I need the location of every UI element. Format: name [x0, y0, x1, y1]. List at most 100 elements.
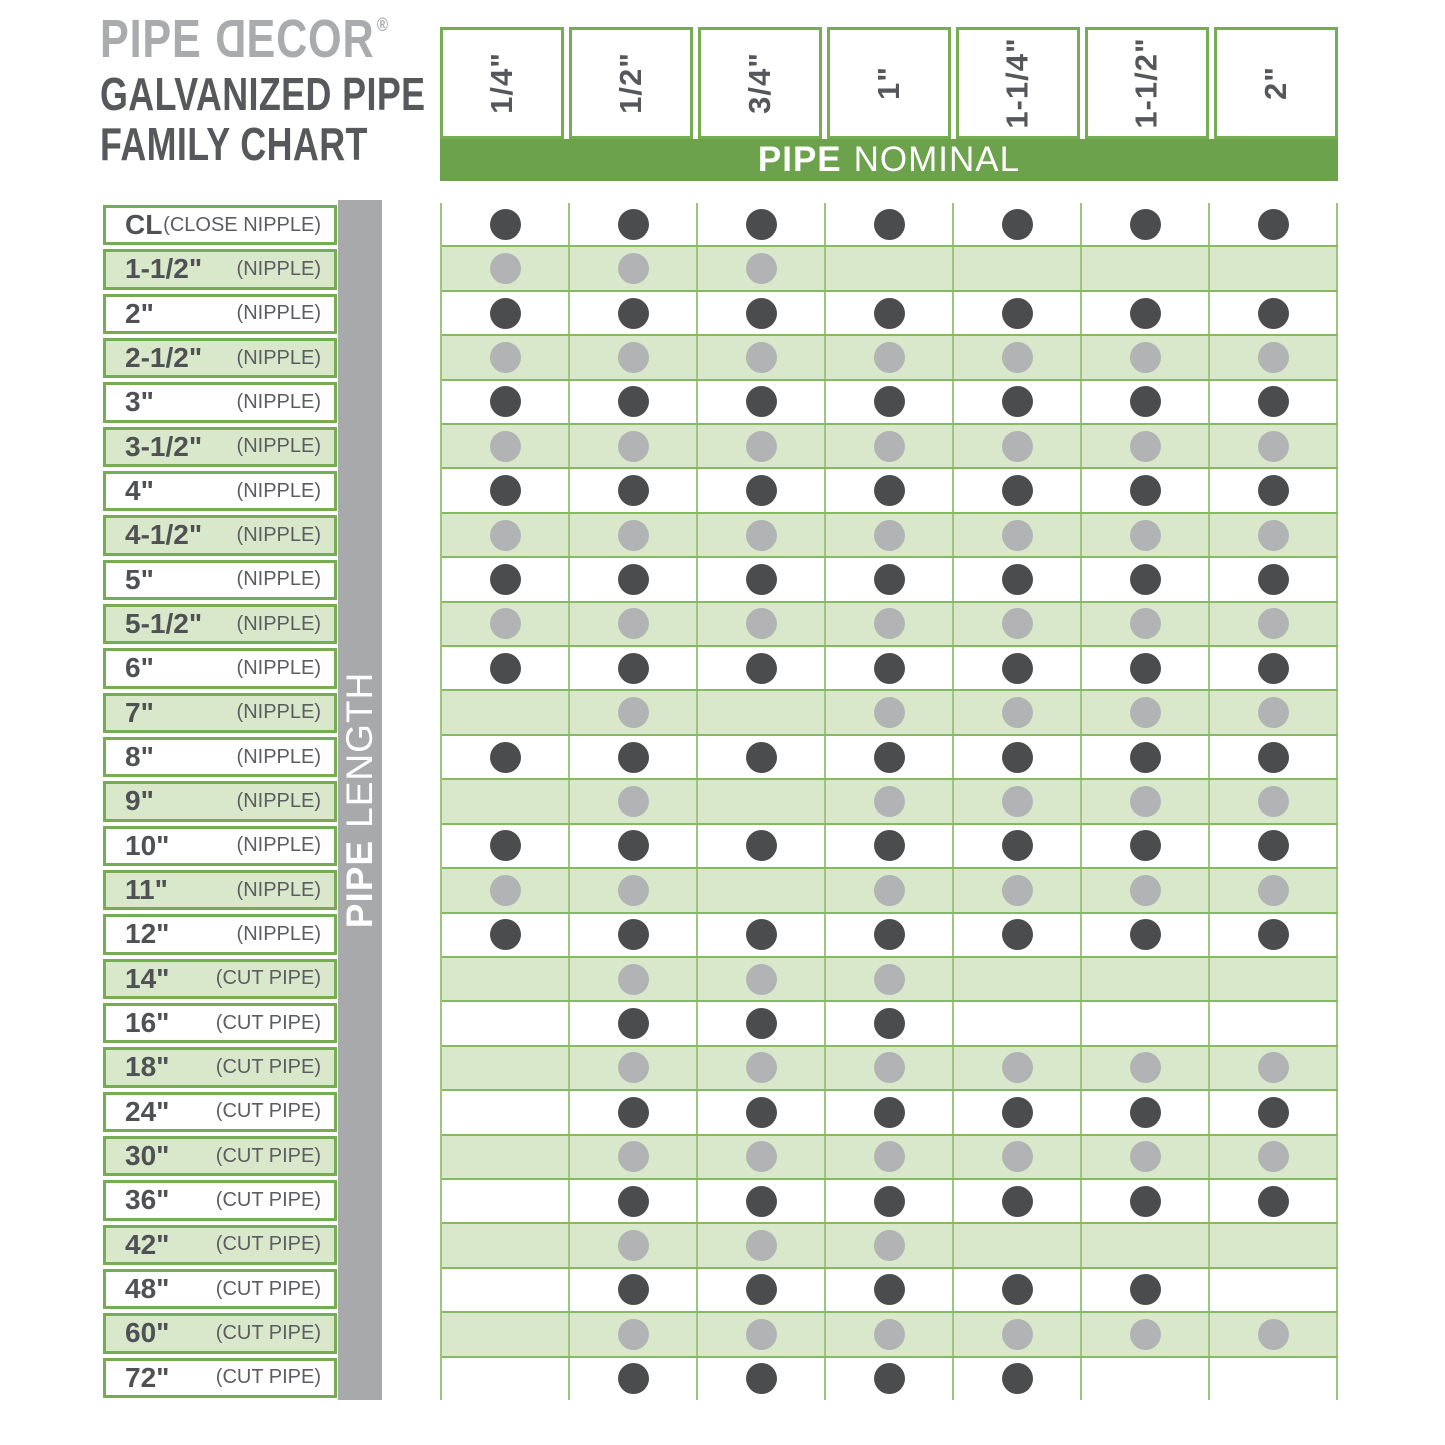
matrix-cell-25-1 [442, 1268, 570, 1312]
matrix-row-17 [442, 913, 1338, 956]
matrix-cell-10-4 [826, 602, 954, 646]
availability-dot [489, 830, 521, 862]
row-kind-value: (NIPPLE) [236, 701, 321, 724]
availability-dot [1257, 741, 1289, 773]
matrix-cell-24-5 [954, 1224, 1082, 1267]
availability-dot [617, 1008, 649, 1040]
availability-dot [873, 1318, 905, 1350]
matrix-cell-9-5 [954, 558, 1082, 601]
matrix-cell-5-7 [1210, 380, 1338, 424]
availability-dot [1257, 874, 1289, 906]
availability-dot [1129, 919, 1161, 951]
row-kind-value: (NIPPLE) [236, 435, 321, 458]
matrix-cell-5-6 [1082, 380, 1210, 424]
availability-dot [873, 1363, 905, 1395]
matrix-row-14 [442, 778, 1338, 825]
availability-dot [873, 919, 905, 951]
availability-dot [1001, 741, 1033, 773]
availability-dot [617, 208, 649, 240]
row-length-value: 30" [125, 1140, 170, 1172]
matrix-cell-11-2 [570, 647, 698, 690]
row-label-7: 4" (NIPPLE) [103, 470, 337, 512]
availability-dot [873, 1230, 905, 1262]
matrix-cell-24-1 [442, 1224, 570, 1267]
row-label-17: 12" (NIPPLE) [103, 914, 337, 955]
matrix-cell-4-5 [954, 336, 1082, 379]
matrix-cell-12-5 [954, 691, 1082, 734]
row-label-21: 24" (CUT PIPE) [103, 1091, 337, 1132]
matrix-cell-9-4 [826, 558, 954, 601]
matrix-row-2 [442, 245, 1338, 292]
column-header-label: 1" [870, 66, 906, 100]
matrix-cell-21-5 [954, 1091, 1082, 1134]
matrix-cell-6-4 [826, 425, 954, 468]
row-kind-value: (NIPPLE) [236, 834, 321, 857]
availability-dot [1257, 1185, 1289, 1217]
matrix-cell-4-3 [698, 336, 826, 379]
matrix-row-20 [442, 1044, 1338, 1092]
column-header-3: 3/4" [698, 27, 822, 139]
availability-dot [1129, 1274, 1161, 1306]
row-kind-value: (NIPPLE) [236, 479, 321, 502]
column-header-1: 1/4" [440, 27, 564, 139]
matrix-cell-22-7 [1210, 1135, 1338, 1178]
matrix-cell-15-4 [826, 824, 954, 868]
row-kind-value: (CUT PIPE) [215, 1321, 321, 1344]
row-labels: CL (CLOSE NIPPLE) 1-1/2" (NIPPLE) 2" (NIPPLE)… [103, 203, 337, 1400]
availability-dot [617, 519, 649, 551]
row-length-value: 14" [125, 962, 170, 994]
row-kind-value: (CUT PIPE) [215, 1366, 321, 1389]
availability-dot [873, 430, 905, 462]
matrix-cell-15-5 [954, 824, 1082, 868]
matrix-cell-24-6 [1082, 1224, 1210, 1267]
title-line-2: FAMILY CHART [100, 117, 368, 170]
availability-dot [1001, 1141, 1033, 1173]
matrix-cell-3-5 [954, 291, 1082, 335]
matrix-cell-4-7 [1210, 336, 1338, 379]
availability-dot [617, 919, 649, 951]
row-label-16: 11" (NIPPLE) [103, 869, 337, 911]
row-length-value: 42" [125, 1228, 170, 1260]
matrix-cell-19-1 [442, 1002, 570, 1045]
availability-dot [873, 1141, 905, 1173]
availability-dot [745, 1363, 777, 1395]
availability-dot [1257, 652, 1289, 684]
matrix-cell-24-7 [1210, 1224, 1338, 1267]
availability-dot [1001, 1274, 1033, 1306]
availability-dot [617, 1185, 649, 1217]
availability-dot [1001, 919, 1033, 951]
availability-dot [873, 697, 905, 729]
row-label-10: 5-1/2" (NIPPLE) [103, 603, 337, 645]
availability-dot [489, 253, 521, 285]
availability-dot [1129, 1318, 1161, 1350]
matrix-cell-18-6 [1082, 957, 1210, 1001]
availability-dot [873, 519, 905, 551]
row-label-11: 6" (NIPPLE) [103, 648, 337, 689]
matrix-cell-24-4 [826, 1224, 954, 1267]
matrix-cell-25-4 [826, 1268, 954, 1312]
availability-dot [873, 1185, 905, 1217]
row-label-3: 2" (NIPPLE) [103, 293, 337, 334]
availability-dot [1001, 608, 1033, 640]
matrix-cell-7-6 [1082, 469, 1210, 512]
row-kind-value: (CUT PIPE) [215, 1233, 321, 1256]
matrix-row-15 [442, 824, 1338, 868]
column-header-7: 2" [1214, 27, 1338, 139]
matrix-cell-23-2 [570, 1179, 698, 1223]
availability-dot [1129, 1052, 1161, 1084]
availability-dot [1001, 475, 1033, 507]
availability-dot [617, 608, 649, 640]
matrix-cell-20-3 [698, 1046, 826, 1090]
row-length-value: 24" [125, 1095, 170, 1127]
matrix-cell-9-2 [570, 558, 698, 601]
availability-dot [1257, 1318, 1289, 1350]
matrix-cell-23-7 [1210, 1179, 1338, 1223]
matrix-cell-17-4 [826, 913, 954, 956]
matrix-cell-17-7 [1210, 913, 1338, 956]
availability-dot [745, 1318, 777, 1350]
matrix-cell-8-3 [698, 513, 826, 557]
row-length-value: 3-1/2" [125, 430, 203, 462]
row-length-value: 4" [125, 475, 154, 507]
availability-dot [1129, 652, 1161, 684]
availability-dot [1001, 519, 1033, 551]
